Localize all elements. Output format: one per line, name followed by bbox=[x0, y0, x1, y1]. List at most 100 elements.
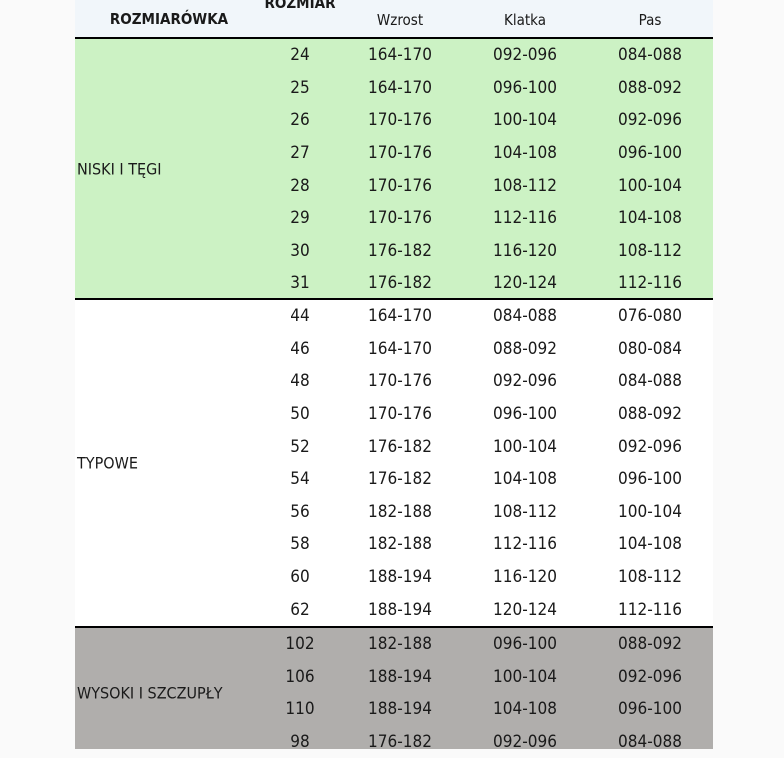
table-row: 24 164-170 092-096 084-088 bbox=[75, 39, 713, 72]
cell-waist: 112-116 bbox=[618, 599, 682, 620]
cell-size: 30 bbox=[290, 240, 310, 261]
cell-size: 27 bbox=[290, 143, 310, 164]
table-row: 46 164-170 088-092 080-084 bbox=[75, 333, 713, 366]
table-row: 98 176-182 092-096 084-088 bbox=[75, 726, 713, 758]
header-rozmiar: ROZMIAR bbox=[264, 0, 336, 12]
cell-size: 26 bbox=[290, 110, 310, 131]
cell-waist: 088-092 bbox=[618, 634, 682, 655]
cell-chest: 084-088 bbox=[493, 306, 557, 327]
cell-height: 170-176 bbox=[368, 110, 432, 131]
cell-size: 58 bbox=[290, 534, 310, 555]
cell-size: 25 bbox=[290, 77, 310, 98]
cell-chest: 116-120 bbox=[493, 567, 557, 588]
section-niski-i-tegi: NISKI I TĘGI 24 164-170 092-096 084-088 25 164… bbox=[75, 39, 713, 300]
cell-chest: 092-096 bbox=[493, 45, 557, 66]
table-row: 25 164-170 096-100 088-092 bbox=[75, 72, 713, 105]
cell-waist: 084-088 bbox=[618, 371, 682, 392]
cell-waist: 092-096 bbox=[618, 436, 682, 457]
table-row: 106 188-194 100-104 092-096 bbox=[75, 661, 713, 694]
cell-height: 170-176 bbox=[368, 371, 432, 392]
table-row: 56 182-188 108-112 100-104 bbox=[75, 496, 713, 529]
cell-waist: 112-116 bbox=[618, 273, 682, 294]
cell-size: 48 bbox=[290, 371, 310, 392]
cell-waist: 092-096 bbox=[618, 666, 682, 687]
cell-size: 106 bbox=[285, 666, 315, 687]
cell-waist: 076-080 bbox=[618, 306, 682, 327]
cell-waist: 104-108 bbox=[618, 534, 682, 555]
section-wysoki-i-szczuply: WYSOKI I SZCZUPŁY 102 182-188 096-100 088-09… bbox=[75, 628, 713, 752]
header-pas: Pas bbox=[638, 11, 662, 29]
cell-waist: 084-088 bbox=[618, 45, 682, 66]
table-row: 29 170-176 112-116 104-108 bbox=[75, 202, 713, 235]
cell-waist: 096-100 bbox=[618, 469, 682, 490]
cell-height: 170-176 bbox=[368, 143, 432, 164]
cell-size: 62 bbox=[290, 599, 310, 620]
cell-size: 50 bbox=[290, 404, 310, 425]
cell-height: 182-188 bbox=[368, 534, 432, 555]
cell-chest: 100-104 bbox=[493, 666, 557, 687]
cell-height: 188-194 bbox=[368, 666, 432, 687]
cell-waist: 108-112 bbox=[618, 567, 682, 588]
cell-chest: 112-116 bbox=[493, 534, 557, 555]
cell-height: 176-182 bbox=[368, 469, 432, 490]
cell-waist: 096-100 bbox=[618, 143, 682, 164]
cell-chest: 112-116 bbox=[493, 208, 557, 229]
cell-size: 46 bbox=[290, 338, 310, 359]
table-header: ROZMIARÓWKA ROZMIAR Wzrost Klatka Pas bbox=[75, 0, 713, 39]
table-row: 54 176-182 104-108 096-100 bbox=[75, 463, 713, 496]
cell-size: 31 bbox=[290, 273, 310, 294]
table-row: 60 188-194 116-120 108-112 bbox=[75, 561, 713, 594]
cell-height: 176-182 bbox=[368, 732, 432, 753]
header-klatka: Klatka bbox=[504, 11, 546, 29]
cell-height: 176-182 bbox=[368, 273, 432, 294]
table-row: 102 182-188 096-100 088-092 bbox=[75, 628, 713, 661]
section-typowe: TYPOWE 44 164-170 084-088 076-080 46 164-170 08… bbox=[75, 300, 713, 628]
cell-height: 176-182 bbox=[368, 436, 432, 457]
cell-waist: 100-104 bbox=[618, 175, 682, 196]
table-row: 110 188-194 104-108 096-100 bbox=[75, 693, 713, 726]
table-row: 27 170-176 104-108 096-100 bbox=[75, 137, 713, 170]
cell-chest: 108-112 bbox=[493, 501, 557, 522]
cell-chest: 096-100 bbox=[493, 634, 557, 655]
cell-height: 188-194 bbox=[368, 567, 432, 588]
cell-chest: 092-096 bbox=[493, 371, 557, 392]
cell-waist: 104-108 bbox=[618, 208, 682, 229]
cell-size: 110 bbox=[285, 699, 315, 720]
header-wzrost: Wzrost bbox=[376, 11, 424, 29]
table-row: 28 170-176 108-112 100-104 bbox=[75, 169, 713, 202]
cell-waist: 084-088 bbox=[618, 732, 682, 753]
cell-size: 98 bbox=[290, 732, 310, 753]
cell-chest: 092-096 bbox=[493, 732, 557, 753]
cell-size: 29 bbox=[290, 208, 310, 229]
table-row: 31 176-182 120-124 112-116 bbox=[75, 267, 713, 300]
cell-height: 164-170 bbox=[368, 306, 432, 327]
cell-height: 176-182 bbox=[368, 240, 432, 261]
cell-chest: 104-108 bbox=[493, 699, 557, 720]
cell-size: 56 bbox=[290, 501, 310, 522]
cell-height: 182-188 bbox=[368, 634, 432, 655]
cell-chest: 104-108 bbox=[493, 143, 557, 164]
cell-waist: 108-112 bbox=[618, 240, 682, 261]
table-row: 44 164-170 084-088 076-080 bbox=[75, 300, 713, 333]
cell-size: 52 bbox=[290, 436, 310, 457]
cell-waist: 092-096 bbox=[618, 110, 682, 131]
cell-height: 164-170 bbox=[368, 77, 432, 98]
cell-chest: 116-120 bbox=[493, 240, 557, 261]
cell-size: 54 bbox=[290, 469, 310, 490]
cell-chest: 096-100 bbox=[493, 77, 557, 98]
cell-height: 170-176 bbox=[368, 175, 432, 196]
cell-chest: 108-112 bbox=[493, 175, 557, 196]
cell-chest: 120-124 bbox=[493, 273, 557, 294]
table-row: 48 170-176 092-096 084-088 bbox=[75, 365, 713, 398]
cell-size: 24 bbox=[290, 45, 310, 66]
cell-waist: 088-092 bbox=[618, 404, 682, 425]
cell-waist: 080-084 bbox=[618, 338, 682, 359]
size-chart-table: ROZMIARÓWKA ROZMIAR Wzrost Klatka Pas NI… bbox=[75, 0, 713, 752]
cell-height: 188-194 bbox=[368, 599, 432, 620]
cell-chest: 104-108 bbox=[493, 469, 557, 490]
section-label: NISKI I TĘGI bbox=[77, 159, 162, 178]
cell-size: 60 bbox=[290, 567, 310, 588]
cell-height: 164-170 bbox=[368, 338, 432, 359]
cell-height: 182-188 bbox=[368, 501, 432, 522]
cell-waist: 096-100 bbox=[618, 699, 682, 720]
